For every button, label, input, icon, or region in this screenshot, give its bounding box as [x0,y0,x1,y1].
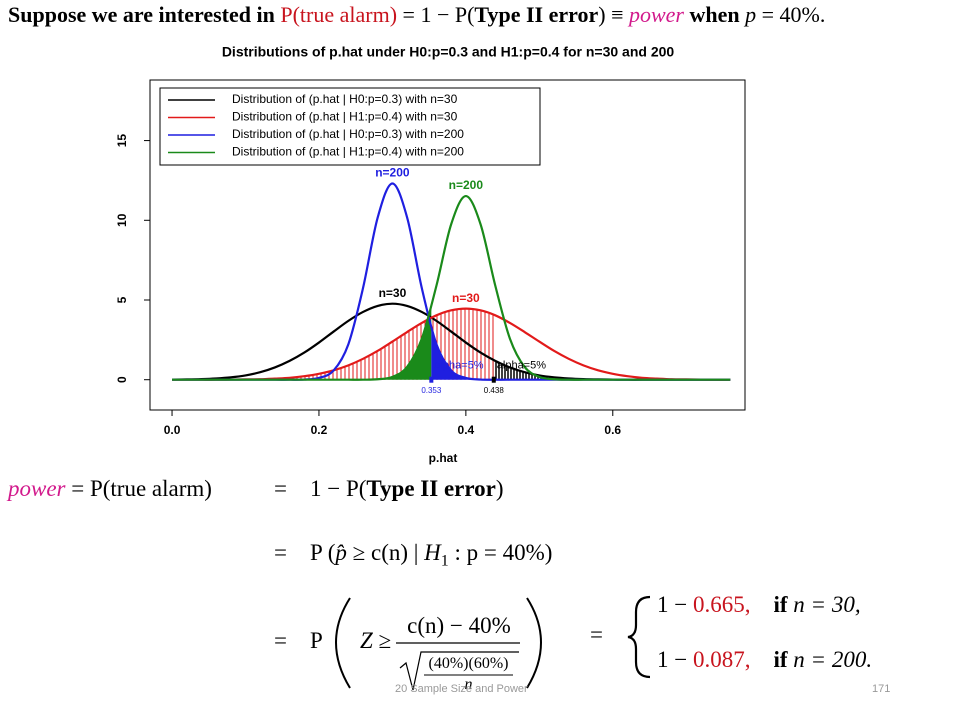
equals: = [590,622,603,647]
legend-label: Distribution of (p.hat | H1:p=0.4) with … [232,110,458,124]
text: 1 − [657,592,688,617]
y-tick-label: 5 [115,296,129,303]
x-tick-label: 0.6 [604,423,621,437]
header-text: = 1 − P( [402,2,475,27]
shaded-area [493,360,731,380]
text: P ( [310,540,336,565]
text: : p = 40%) [454,540,553,565]
value: 0.087, [692,647,751,672]
header-text: Suppose we are interested in [8,2,275,27]
denominator: (40%)(60%) [428,655,509,672]
header-prob: P(true alarm) [280,2,398,27]
h: H [424,540,441,565]
line2-rhs: P (p̂ ≥ c(n) | H1 : p = 40%) [310,540,552,571]
line1-rhs: 1 − P(Type II error) [310,476,504,502]
text: ) [495,476,504,501]
y-tick-label: 15 [115,134,129,148]
sqrt-sign [399,651,519,691]
footer-subject: 20 Sample Size and Power [395,683,528,695]
power: power [8,476,66,501]
if: if [773,647,788,672]
plot-box [149,79,746,411]
equals: = [274,540,287,565]
prob: P [310,628,323,653]
y-tick-label: 0 [115,376,129,383]
z: Z ≥ [360,628,392,653]
text: ≥ c(n) | [352,540,419,565]
header-text: ) ≡ [598,2,624,27]
curve-label: n=30 [379,286,407,300]
text: 1 − P( [310,476,367,501]
numerator: c(n) − 40% [407,613,511,638]
left-paren [335,597,351,689]
page-number: 171 [872,683,891,695]
header-text: = 40%. [761,2,826,27]
value: 0.665, [692,592,751,617]
critical-label: 0.438 [484,386,505,395]
header-text: when [689,2,740,27]
shaded-area [172,305,432,380]
legend-label: Distribution of (p.hat | H1:p=0.4) with … [232,145,464,159]
legend-box [159,87,541,166]
line1-lhs: power = P(true alarm) [8,476,212,502]
curve-label: n=200 [375,166,410,180]
brace [627,595,651,679]
cond: n = 30, [793,592,861,617]
sub: 1 [440,552,449,570]
critical-marker [429,376,434,383]
x-tick-label: 0.4 [458,423,475,437]
if: if [773,592,788,617]
x-axis-label: p.hat [429,451,458,465]
header: Suppose we are interested in P(true alar… [8,2,825,28]
critical-marker [491,376,496,383]
text: = P(true alarm) [71,476,212,501]
chart-title: Distributions of p.hat under H0:p=0.3 an… [222,44,675,60]
bold: Type II error [366,476,496,501]
header-var: p [745,2,757,27]
case: 1 − 0.665, if n = 30, [657,592,861,618]
alpha-label: alpha=5% [497,359,546,371]
x-tick-label: 0.2 [311,423,328,437]
phat: p̂ [335,540,347,565]
legend-label: Distribution of (p.hat | H0:p=0.3) with … [232,127,464,141]
n: n [464,676,473,693]
equals: = [274,628,287,653]
equals: = [274,476,287,501]
case: 1 − 0.087, if n = 200. [657,647,872,673]
density-curve [172,194,731,381]
y-tick-label: 10 [115,213,129,227]
header-bold: Type II error [474,2,599,27]
header-power: power [628,2,684,27]
legend-label: Distribution of (p.hat | H0:p=0.3) with … [232,92,458,106]
right-paren [526,597,542,689]
curve-label: n=30 [452,291,480,305]
text: 1 − [657,647,688,672]
critical-label: 0.353 [421,386,442,395]
curve-label: n=200 [449,178,484,192]
x-tick-label: 0.0 [164,423,181,437]
cond: n = 200. [793,647,873,672]
alpha-label: alpha=5% [434,359,483,371]
